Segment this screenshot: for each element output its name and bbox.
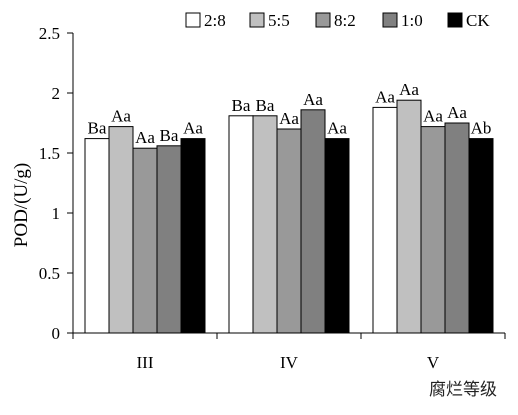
- bar-data-label: Aa: [303, 90, 323, 109]
- legend-label: 5:5: [268, 11, 290, 30]
- bar-data-label: Ba: [232, 96, 251, 115]
- y-tick-label: 1: [52, 204, 61, 223]
- y-tick-label: 2: [52, 84, 61, 103]
- bars: [84, 99, 494, 334]
- bar-data-label: Aa: [375, 87, 395, 106]
- y-tick-label: 1.5: [39, 144, 60, 163]
- bar: [444, 122, 470, 334]
- legend-label: 2:8: [204, 11, 226, 30]
- bar-data-label: Ab: [471, 119, 492, 138]
- legend-label: CK: [466, 11, 490, 30]
- bar-data-label: Aa: [447, 103, 467, 122]
- y-tick-label: 0: [52, 324, 61, 343]
- bar-data-label: Aa: [423, 107, 443, 126]
- legend-swatch: [249, 12, 265, 28]
- bar: [84, 138, 110, 334]
- bar-data-label: Aa: [111, 107, 131, 126]
- bar: [252, 115, 278, 334]
- y-axis-title: POD/(U/g): [11, 163, 32, 247]
- legend-swatch: [185, 12, 201, 28]
- bar: [468, 138, 494, 334]
- bar-data-label: Aa: [135, 128, 155, 147]
- bar: [324, 138, 350, 334]
- bar: [132, 147, 158, 334]
- bar: [180, 138, 206, 334]
- legend-swatch: [315, 12, 331, 28]
- bar-data-label: Aa: [399, 80, 419, 99]
- bar-data-label: Ba: [160, 126, 179, 145]
- legend: 2:8 5:5 8:2 1:0 CK: [185, 11, 490, 30]
- axes: 0 0.5 1 1.5 2 2.5 III IV V: [39, 24, 506, 372]
- bar-data-label: Ba: [256, 96, 275, 115]
- bar-data-label: Ba: [88, 119, 107, 138]
- bar: [276, 128, 302, 334]
- bar-data-label: Aa: [279, 109, 299, 128]
- bar: [108, 126, 134, 334]
- bar: [300, 109, 326, 334]
- legend-swatch: [447, 12, 463, 28]
- bar: [396, 99, 422, 334]
- x-tick-label: V: [427, 353, 440, 372]
- x-tick-label: IV: [280, 353, 299, 372]
- bar: [420, 126, 446, 334]
- bar-data-label: Aa: [327, 119, 347, 138]
- legend-label: 1:0: [401, 11, 423, 30]
- bar: [372, 106, 398, 334]
- legend-label: 8:2: [334, 11, 356, 30]
- y-tick-label: 0.5: [39, 264, 60, 283]
- x-tick-label: III: [137, 353, 154, 372]
- bar-data-label: Aa: [183, 119, 203, 138]
- bar: [228, 115, 254, 334]
- legend-swatch: [382, 12, 398, 28]
- bar: [156, 145, 182, 334]
- y-tick-label: 2.5: [39, 24, 60, 43]
- x-axis-title: 腐烂等级: [429, 380, 497, 400]
